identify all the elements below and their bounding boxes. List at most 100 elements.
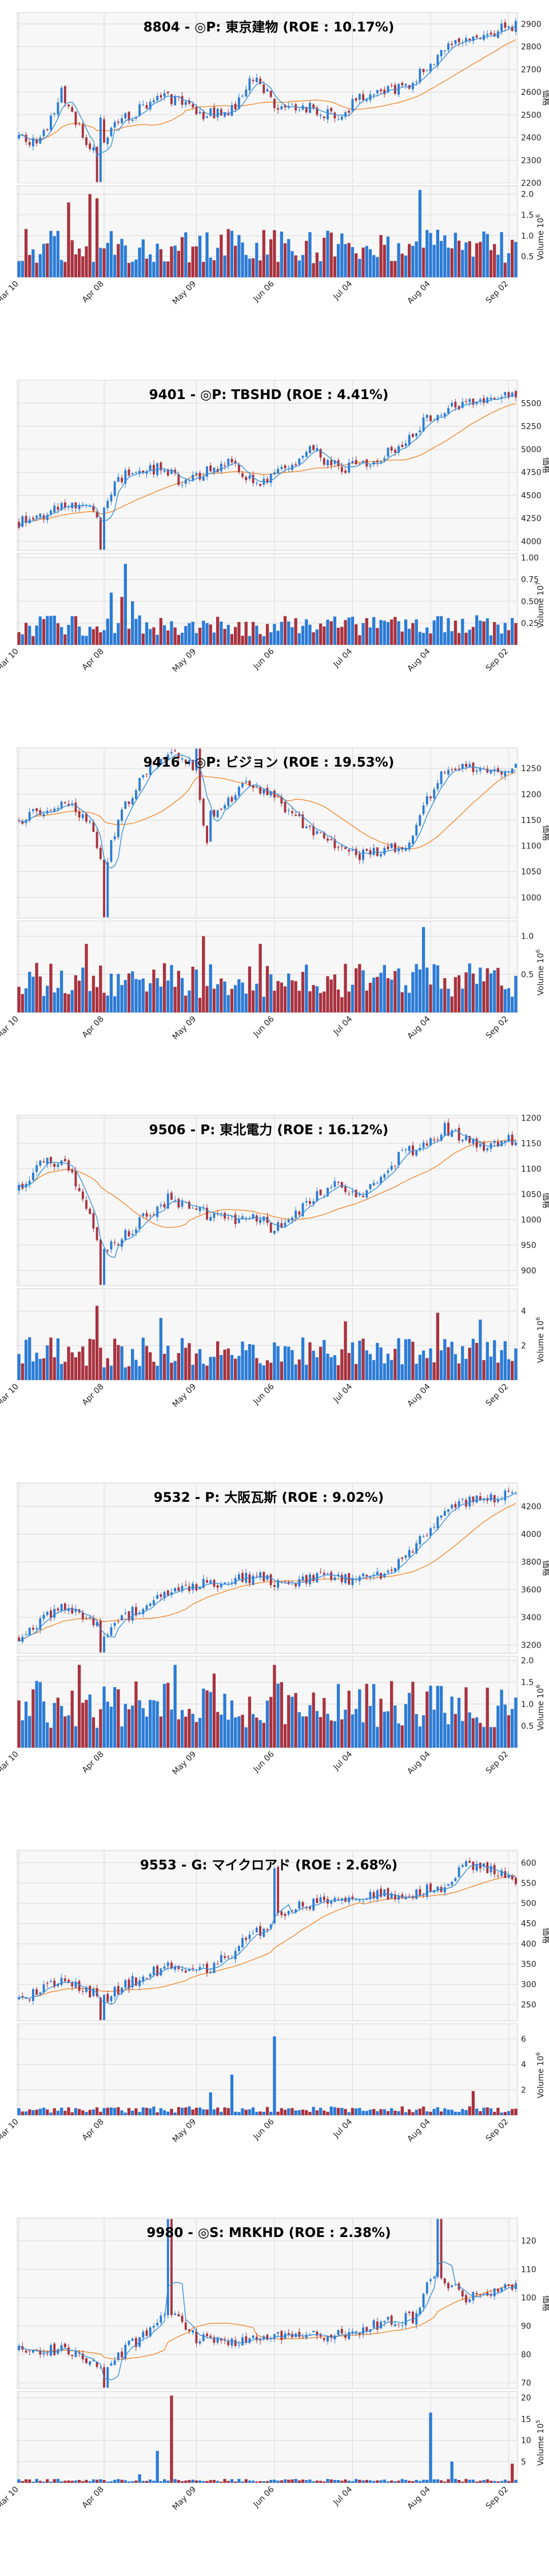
candle-body bbox=[134, 472, 137, 473]
candle-body bbox=[177, 474, 180, 485]
volume-bar bbox=[340, 2481, 344, 2483]
candle-body bbox=[504, 1490, 507, 1501]
volume-bar bbox=[194, 2107, 198, 2115]
candle-body bbox=[330, 1187, 333, 1188]
candle-body bbox=[117, 1985, 120, 1995]
candle-body bbox=[142, 104, 145, 105]
volume-bar bbox=[95, 1728, 99, 1748]
volume-bar bbox=[166, 630, 170, 645]
volume-bar bbox=[99, 1709, 102, 1748]
candle-body bbox=[145, 1977, 148, 1979]
volume-bar bbox=[326, 2479, 329, 2483]
volume-bar bbox=[453, 620, 458, 645]
candle-body bbox=[220, 1584, 222, 1588]
candle-body bbox=[298, 1211, 301, 1215]
volume-bar bbox=[191, 246, 194, 277]
candle-body bbox=[224, 805, 226, 809]
candle-body bbox=[39, 513, 42, 517]
volume-bar bbox=[468, 1712, 471, 1748]
volume-bar bbox=[400, 631, 404, 645]
volume-bar bbox=[351, 2108, 355, 2115]
candle-body bbox=[443, 413, 446, 417]
volume-bar bbox=[294, 2479, 297, 2483]
volume-bar bbox=[379, 2109, 383, 2115]
candle-body bbox=[18, 1997, 21, 2000]
volume-bar bbox=[425, 1691, 429, 1748]
candle-body bbox=[390, 1569, 393, 1571]
candle-body bbox=[74, 502, 77, 509]
candle-body bbox=[248, 2338, 251, 2343]
volume-bar bbox=[170, 1362, 173, 1380]
volume-bar bbox=[88, 627, 92, 645]
volume-bar bbox=[149, 2479, 152, 2483]
candle-body bbox=[206, 1207, 208, 1219]
candle-body bbox=[39, 1618, 42, 1630]
candle-body bbox=[160, 1594, 162, 1597]
volume-bar bbox=[503, 262, 507, 277]
candle-body bbox=[337, 119, 340, 121]
volume-bar bbox=[177, 2480, 180, 2483]
volume-bar bbox=[141, 1708, 145, 1748]
volume-bar bbox=[42, 619, 46, 645]
candle-body bbox=[230, 1582, 233, 1584]
volume-bar bbox=[49, 616, 53, 645]
volume-bar bbox=[329, 1357, 333, 1380]
volume-bar bbox=[464, 632, 468, 645]
volume-bar bbox=[184, 1347, 188, 1380]
volume-bar bbox=[383, 620, 386, 645]
volume-bar bbox=[194, 969, 198, 1012]
volume-bar bbox=[287, 1695, 291, 1748]
volume-tick-label: 0.5 bbox=[521, 1722, 534, 1731]
candle-body bbox=[461, 401, 464, 408]
candle-body bbox=[89, 1617, 92, 1618]
price-axis-label: 価格 bbox=[541, 825, 549, 841]
candle-body bbox=[404, 1897, 407, 1899]
volume-bar bbox=[436, 616, 440, 645]
candle-body bbox=[198, 748, 201, 800]
moving-average-short-line bbox=[18, 754, 516, 869]
volume-bar bbox=[53, 2108, 56, 2115]
candle-body bbox=[103, 859, 105, 918]
candle-body bbox=[305, 1575, 308, 1584]
candle-body bbox=[358, 463, 361, 464]
candle-body bbox=[355, 1190, 357, 1197]
volume-bar bbox=[461, 2109, 464, 2115]
volume-bar bbox=[344, 244, 347, 277]
volume-bar bbox=[166, 261, 170, 277]
candle-body bbox=[344, 112, 347, 117]
candle-body bbox=[216, 109, 219, 118]
volume-bar bbox=[180, 2481, 184, 2483]
candle-body bbox=[50, 1610, 52, 1618]
candle-body bbox=[28, 1181, 31, 1185]
volume-bar bbox=[425, 967, 429, 1012]
candle-body bbox=[53, 1980, 56, 1987]
candle-body bbox=[333, 839, 336, 848]
volume-bar bbox=[429, 1348, 432, 1380]
volume-bar bbox=[109, 592, 113, 645]
volume-bar bbox=[319, 1717, 323, 1748]
volume-bar bbox=[514, 2479, 518, 2483]
volume-bar bbox=[244, 2479, 248, 2483]
candle-body bbox=[184, 759, 187, 763]
volume-bar bbox=[173, 245, 177, 277]
volume-bar bbox=[131, 2481, 134, 2483]
volume-bar bbox=[358, 2108, 361, 2115]
volume-bar bbox=[102, 2108, 106, 2115]
volume-bar bbox=[24, 623, 28, 645]
candle-body bbox=[63, 86, 66, 103]
volume-tick-label: 15 bbox=[521, 2415, 531, 2424]
candle-body bbox=[458, 1867, 460, 1877]
volume-bar bbox=[226, 1720, 230, 1748]
volume-bar bbox=[102, 630, 106, 645]
volume-bar bbox=[258, 1720, 262, 1748]
volume-bar bbox=[138, 979, 141, 1012]
volume-bar bbox=[77, 248, 81, 277]
candle-body bbox=[316, 1191, 319, 1202]
candle-body bbox=[323, 1896, 325, 1901]
candle-body bbox=[454, 1504, 457, 1508]
volume-bar bbox=[156, 2451, 159, 2483]
volume-bar bbox=[464, 1687, 468, 1748]
candle-body bbox=[184, 480, 187, 484]
candle-body bbox=[408, 1146, 411, 1151]
candle-body bbox=[511, 1875, 514, 1880]
